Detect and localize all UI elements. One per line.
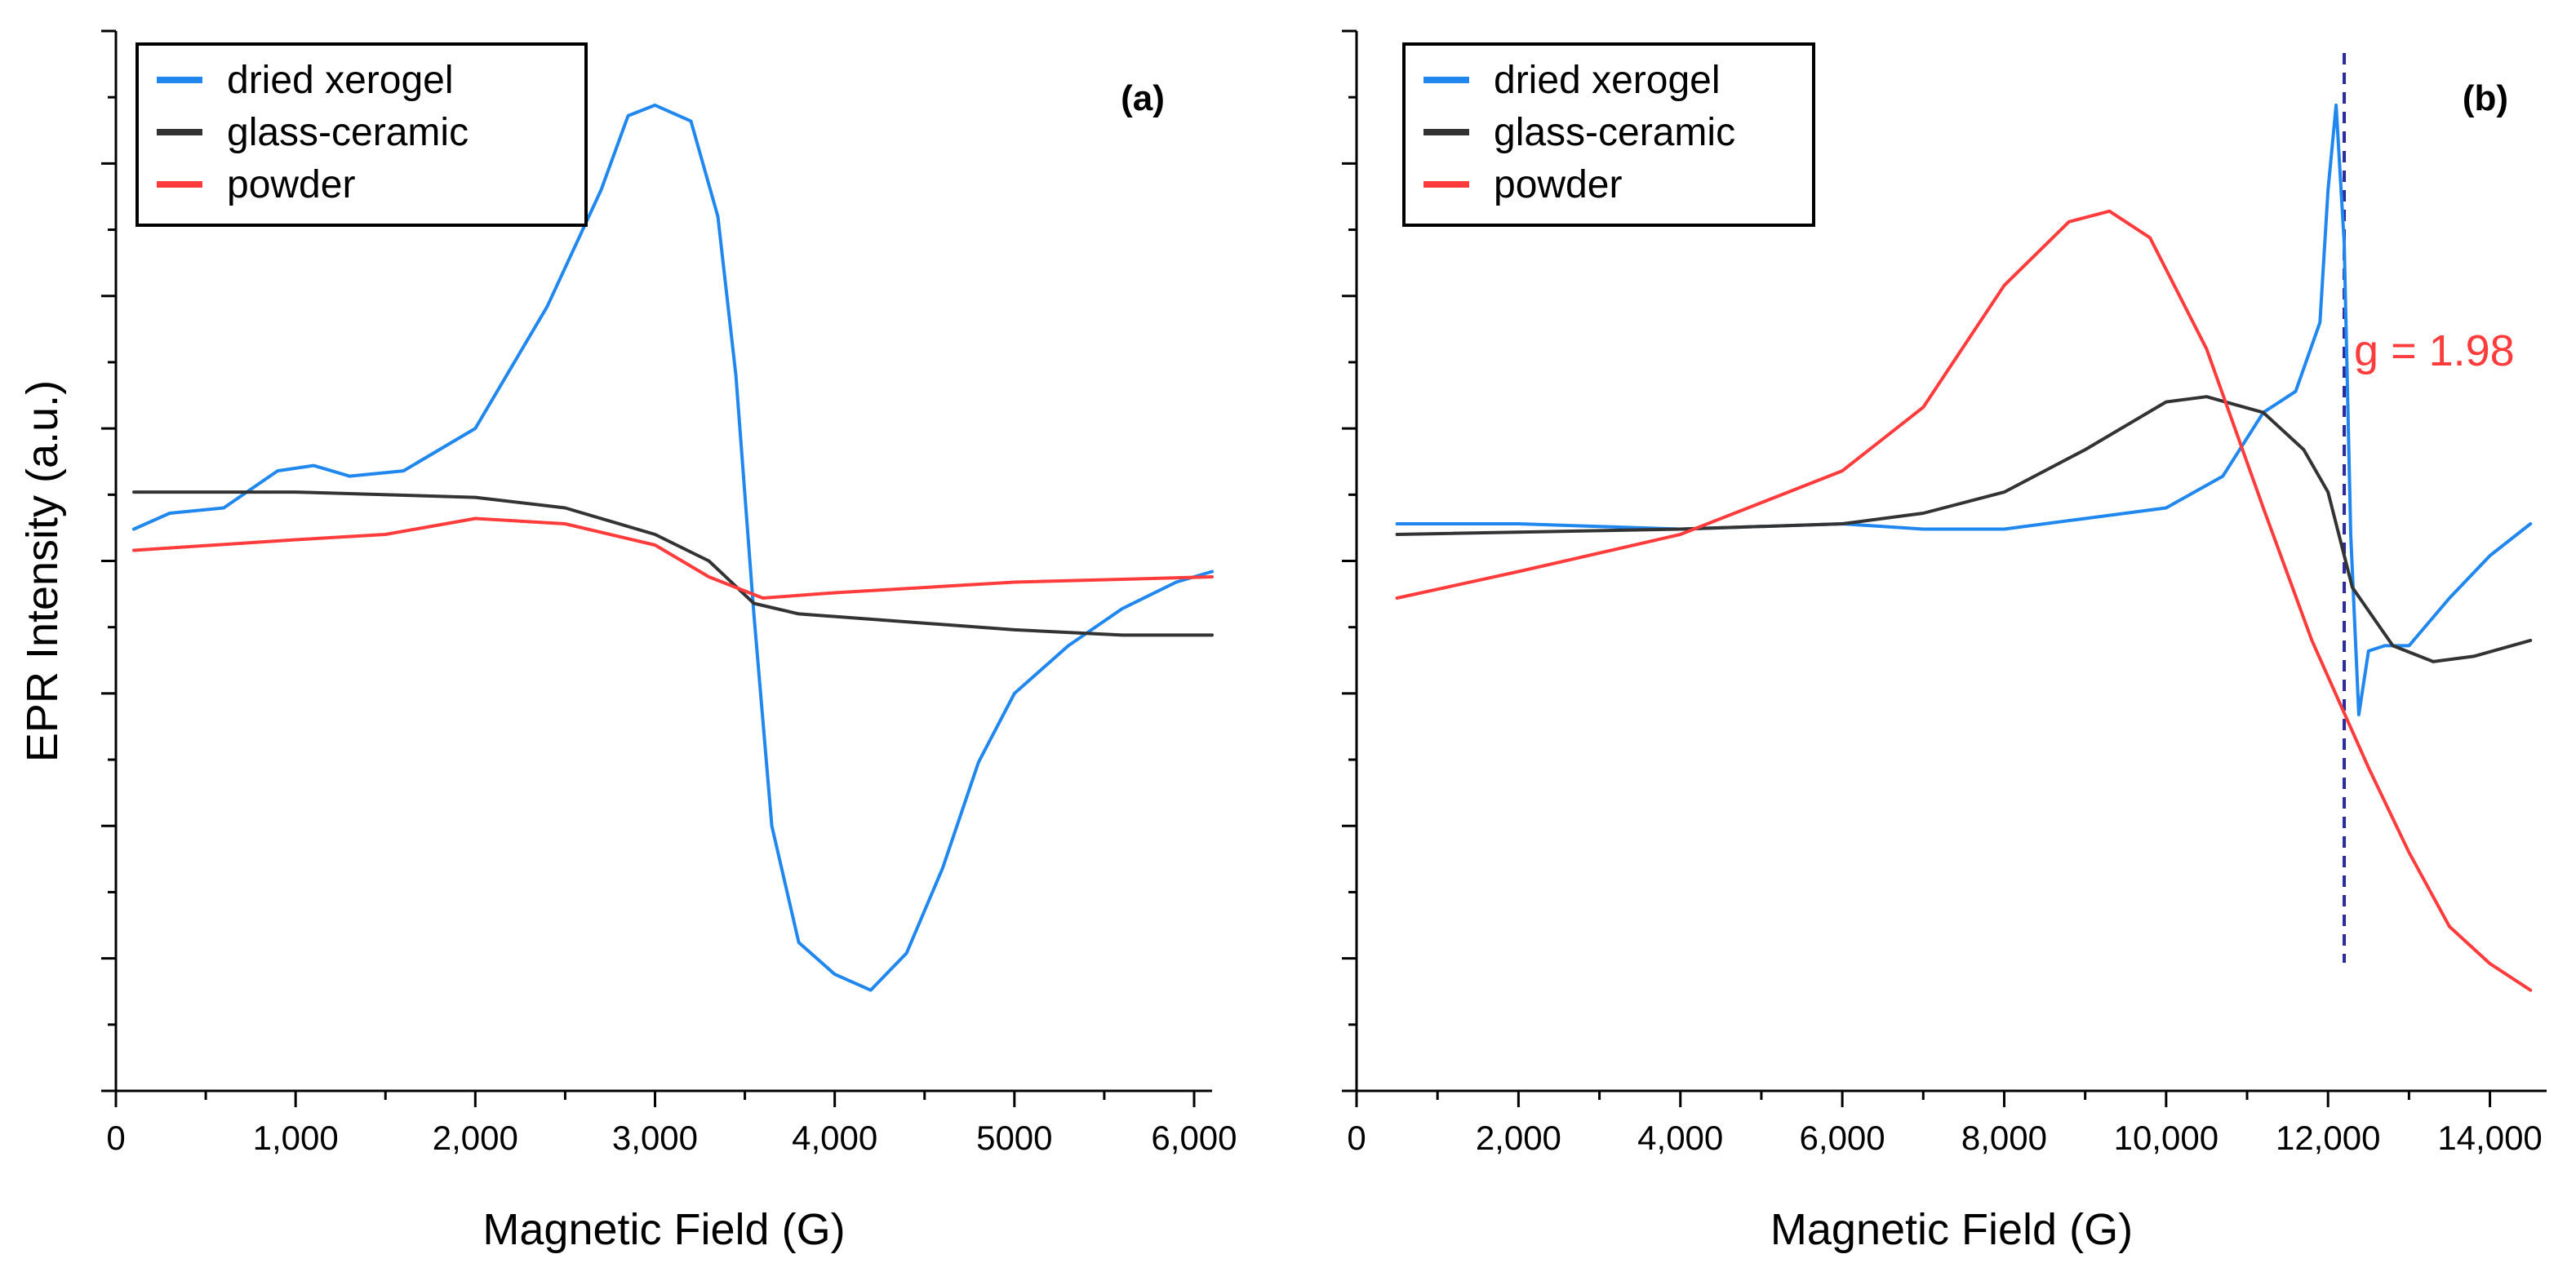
x-tick-label: 4,000 bbox=[792, 1119, 877, 1157]
series-line-powder bbox=[1395, 209, 2533, 992]
x-tick-label: 0 bbox=[1347, 1119, 1366, 1157]
panel-b: 0 2,000 4,000 6,000 8,000 10,000 12,000 14,000 M… bbox=[1342, 29, 2547, 1254]
legend-box bbox=[1402, 42, 1815, 227]
x-tick-label: 0 bbox=[106, 1119, 125, 1157]
x-tick-label: 3,000 bbox=[612, 1119, 698, 1157]
panel-label: (b) bbox=[2463, 78, 2508, 118]
x-tick-label: 2,000 bbox=[433, 1119, 518, 1157]
legend-label: powder bbox=[1494, 163, 1622, 206]
x-tick-label: 5000 bbox=[976, 1119, 1052, 1157]
x-tick-label: 1,000 bbox=[253, 1119, 339, 1157]
x-tick-label: 6,000 bbox=[1800, 1119, 1885, 1157]
x-tick-label: 14,000 bbox=[2437, 1119, 2542, 1157]
x-axis-title: Magnetic Field (G) bbox=[482, 1205, 845, 1254]
series-line-glass-ceramic bbox=[132, 490, 1214, 637]
legend-label: glass-ceramic bbox=[227, 111, 469, 154]
x-tick-label: 4,000 bbox=[1637, 1119, 1723, 1157]
x-tick-label: 2,000 bbox=[1476, 1119, 1561, 1157]
legend-label: glass-ceramic bbox=[1494, 111, 1735, 154]
panel-label: (a) bbox=[1121, 78, 1165, 118]
x-tick-label: 12,000 bbox=[2276, 1119, 2380, 1157]
panel-a: 0 1,000 2,000 3,000 4,000 5000 6,000 Magnetic F… bbox=[101, 29, 1237, 1254]
x-tick-label: 6,000 bbox=[1151, 1119, 1237, 1157]
legend-box bbox=[135, 42, 588, 227]
legend-label: dried xerogel bbox=[227, 59, 454, 102]
x-axis-title: Magnetic Field (G) bbox=[1770, 1205, 2133, 1254]
g-factor-annotation: g = 1.98 bbox=[2354, 326, 2515, 375]
y-axis-title: EPR Intensity (a.u.) bbox=[18, 380, 67, 762]
legend-label: powder bbox=[227, 163, 355, 206]
series-line-powder bbox=[132, 516, 1214, 600]
series-line-dried-xerogel bbox=[132, 103, 1214, 992]
series-line-glass-ceramic bbox=[1395, 395, 2533, 663]
legend-label: dried xerogel bbox=[1494, 59, 1721, 102]
x-tick-label: 8,000 bbox=[1961, 1119, 2047, 1157]
x-tick-label: 10,000 bbox=[2114, 1119, 2218, 1157]
